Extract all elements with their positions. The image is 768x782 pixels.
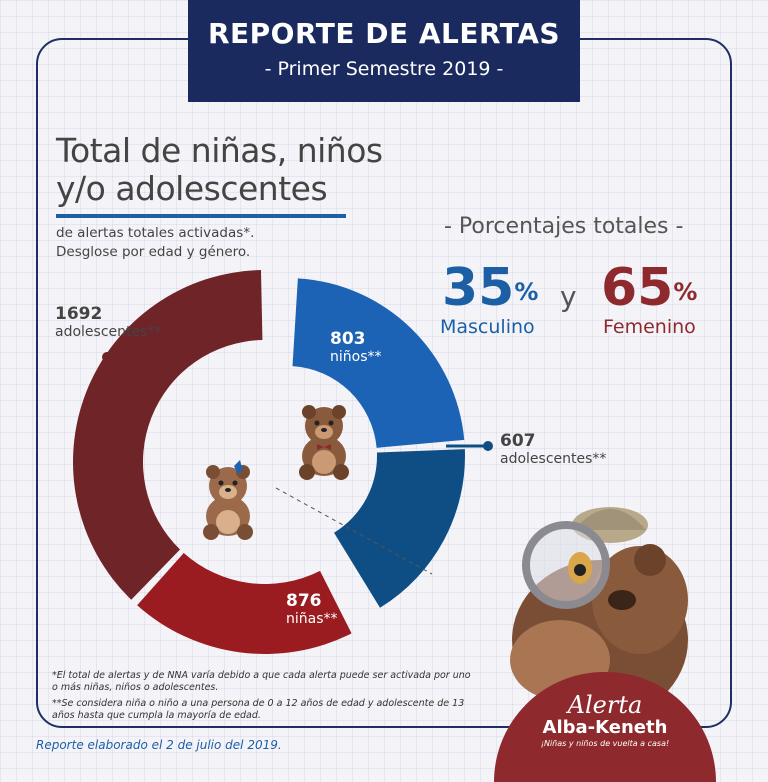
donut-rings bbox=[72, 270, 465, 654]
leader-line-male-adolescents bbox=[446, 441, 493, 451]
report-title: REPORTE DE ALERTAS bbox=[207, 17, 561, 50]
category-male-adolescents: adolescentes** bbox=[500, 451, 607, 467]
main-title-line1: Total de niñas, niños bbox=[56, 131, 383, 170]
footnote-2: **Se considera niña o niño a una persona… bbox=[52, 698, 465, 721]
subtitle-line2: Desglose por edad y género. bbox=[56, 244, 251, 260]
percentages-connector: y bbox=[560, 280, 577, 313]
label-male-adolescents: 607 adolescentes** bbox=[500, 432, 606, 468]
logo-line2: Alba-Keneth bbox=[542, 717, 668, 738]
label-girls: 876 niñas** bbox=[286, 592, 338, 628]
main-subtitle: de alertas totales activadas*. Desglose … bbox=[56, 224, 254, 262]
footnote-1: *El total de alertas y de NNA varía debi… bbox=[52, 670, 471, 693]
teddy-bear-boy-icon bbox=[299, 405, 349, 480]
value-girls: 876 bbox=[286, 591, 322, 611]
value-female-adolescents: 1692 bbox=[55, 304, 103, 324]
label-female-adolescents: 1692 adolescentes** bbox=[55, 305, 161, 341]
title-underline bbox=[56, 214, 346, 218]
donut-slice-male-boys bbox=[292, 278, 465, 448]
value-boys: 803 bbox=[330, 329, 366, 349]
label-boys: 803 niños** bbox=[330, 330, 382, 366]
category-boys: niños** bbox=[330, 349, 382, 365]
logo-tagline: ¡Niñas y niños de vuelta a casa! bbox=[540, 739, 670, 748]
male-label: Masculino bbox=[440, 316, 535, 338]
donut-slice-female-girls bbox=[137, 553, 352, 654]
report-header: REPORTE DE ALERTAS - Primer Semestre 201… bbox=[188, 0, 580, 102]
divider-dashed-line bbox=[275, 487, 433, 575]
main-title-line2: y/o adolescentes bbox=[56, 169, 328, 208]
category-female-adolescents: adolescentes** bbox=[55, 324, 162, 340]
category-girls: niñas** bbox=[286, 611, 338, 627]
report-subtitle: - Primer Semestre 2019 - bbox=[264, 58, 504, 80]
subtitle-line1: de alertas totales activadas*. bbox=[56, 225, 255, 241]
main-title: Total de niñas, niños y/o adolescentes bbox=[56, 132, 383, 208]
teddy-bear-girl-icon bbox=[203, 460, 253, 540]
value-male-adolescents: 607 bbox=[500, 431, 536, 451]
leader-line-female-adolescents bbox=[102, 352, 130, 382]
donut-slice-female-adolescents bbox=[72, 270, 263, 600]
donut-slice-male-adolescents bbox=[334, 449, 465, 608]
logo-line1: Alerta bbox=[567, 691, 643, 719]
female-label: Femenino bbox=[603, 316, 696, 338]
male-percentage: 35% bbox=[442, 258, 539, 318]
report-date: Reporte elaborado el 2 de julio del 2019… bbox=[36, 738, 282, 752]
female-percentage: 65% bbox=[601, 258, 698, 318]
percentages-label: - Porcentajes totales - bbox=[444, 214, 684, 239]
